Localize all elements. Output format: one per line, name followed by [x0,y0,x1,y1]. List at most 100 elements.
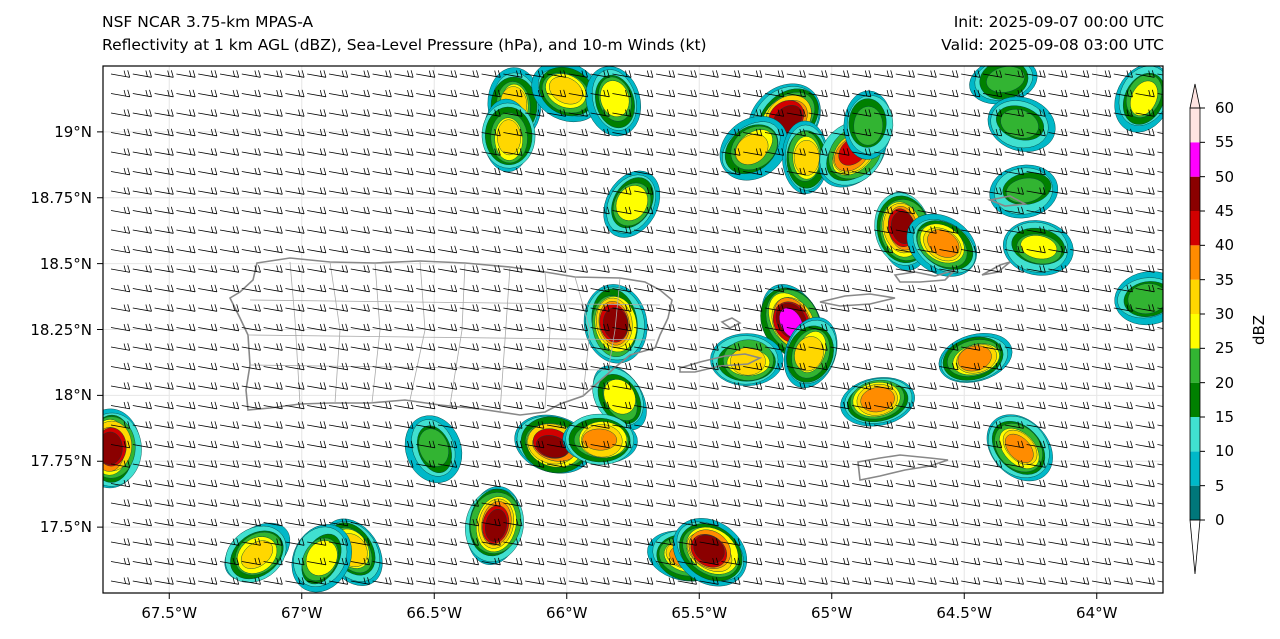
wind-barb [241,128,261,137]
reflectivity-contour [1127,283,1163,315]
wind-barb-flag [672,128,676,136]
wind-barb-flag [1086,89,1090,97]
wind-barb-staff [328,151,348,156]
wind-barb-flag [345,89,349,97]
wind-barb-flag [516,109,519,116]
wind-barb-flag [367,109,370,117]
wind-barb-flag [323,128,327,136]
wind-barb-staff [917,112,937,117]
wind-barb-flag [1174,168,1176,175]
wind-barb-flag [952,89,955,97]
wind-barb-flag [1061,109,1064,116]
wind-barb-flag [189,109,192,116]
wind-barb [481,70,501,78]
wind-barb-flag [1064,109,1068,117]
wind-barb [873,109,894,117]
municipality-borders [247,260,661,413]
wind-barb-flag [1148,128,1151,136]
wind-barb-flag [127,148,131,156]
wind-barb-staff [503,151,523,156]
wind-barb-staff [394,151,414,156]
wind-barb [1135,70,1155,78]
wind-barb [1004,109,1024,117]
wind-barb-staff [372,93,392,98]
wind-barb-staff [110,73,130,78]
wind-barb-flag [864,89,868,97]
reflectivity-contour [853,106,884,146]
wind-barb-staff [176,93,196,98]
wind-barb-flag [537,128,541,136]
wind-barb [634,89,654,98]
reflectivity-contour [305,540,338,576]
wind-barb-staff [307,132,326,137]
wind-barb-flag [1174,480,1176,487]
wind-barb-staff [219,73,239,78]
wind-barb-staff [895,73,915,78]
wind-barb-flag [494,148,497,155]
wind-barb-flag [319,89,323,97]
wind-barb-flag [755,70,759,77]
wind-barb-staff [699,132,719,137]
wind-barb-staff [590,112,610,117]
wind-barb-flag [1082,89,1086,97]
wind-barb [459,89,479,98]
wind-barb-flag [1170,480,1172,486]
wind-barb-flag [192,109,196,117]
wind-barb-staff [416,73,435,78]
wind-barb [132,128,152,137]
wind-barb-flag [298,109,301,116]
wind-barb-flag [345,70,349,78]
wind-barb-flag [385,148,388,155]
wind-barb [612,128,632,137]
reflectivity-contour [986,66,1025,93]
wind-barb-flag [955,128,959,136]
wind-barb-flag [650,70,654,78]
wind-barb-flag [908,109,911,116]
wind-barb-flag [646,89,650,97]
wind-barb-flag [912,89,915,97]
wind-barb [110,148,131,156]
wind-barb-flag [1170,441,1172,447]
wind-barb [743,128,763,137]
wind-barb [677,70,697,78]
wind-barb [285,109,305,117]
wind-barb [677,89,697,98]
wind-barb [917,109,937,117]
wind-barb-flag [127,70,131,78]
wind-barb-flag [694,109,697,117]
wind-barb-flag [367,70,370,78]
wind-barb-staff [1026,132,1046,137]
wind-barb-flag [1170,266,1172,272]
wind-barb-flag [236,109,240,117]
wind-barb-flag [385,89,388,97]
wind-barb-flag [388,89,392,97]
wind-barb-flag [1151,89,1155,97]
wind-barb-flag [1170,363,1172,369]
wind-barb-flag [625,128,628,136]
init-time: Init: 2025-09-07 00:00 UTC [953,13,1164,31]
wind-barb-staff [808,112,828,117]
wind-barb-flag [149,128,152,136]
wind-barb-staff [437,112,457,117]
wind-barb-flag [628,128,632,136]
wind-barb-staff [852,93,871,98]
storm-cell [989,164,1059,219]
wind-barb-flag [385,128,388,136]
wind-barb-flag [824,109,828,117]
wind-barb-flag [167,128,170,136]
wind-barb [786,128,806,137]
wind-barb-flag [276,128,279,136]
wind-barb-flag [189,70,192,77]
reflectivity-contour [600,80,630,117]
wind-barb-flag [1170,461,1172,467]
wind-barb-flag [254,109,257,116]
storm-cell [906,213,977,277]
wind-barb [481,148,501,156]
wind-barb-flag [650,128,654,136]
st-john-coastline [893,269,956,283]
wind-barb-flag [559,109,562,116]
wind-barb-staff [961,132,980,137]
wind-barb-staff [743,112,762,117]
wind-barb-flag [494,70,497,77]
